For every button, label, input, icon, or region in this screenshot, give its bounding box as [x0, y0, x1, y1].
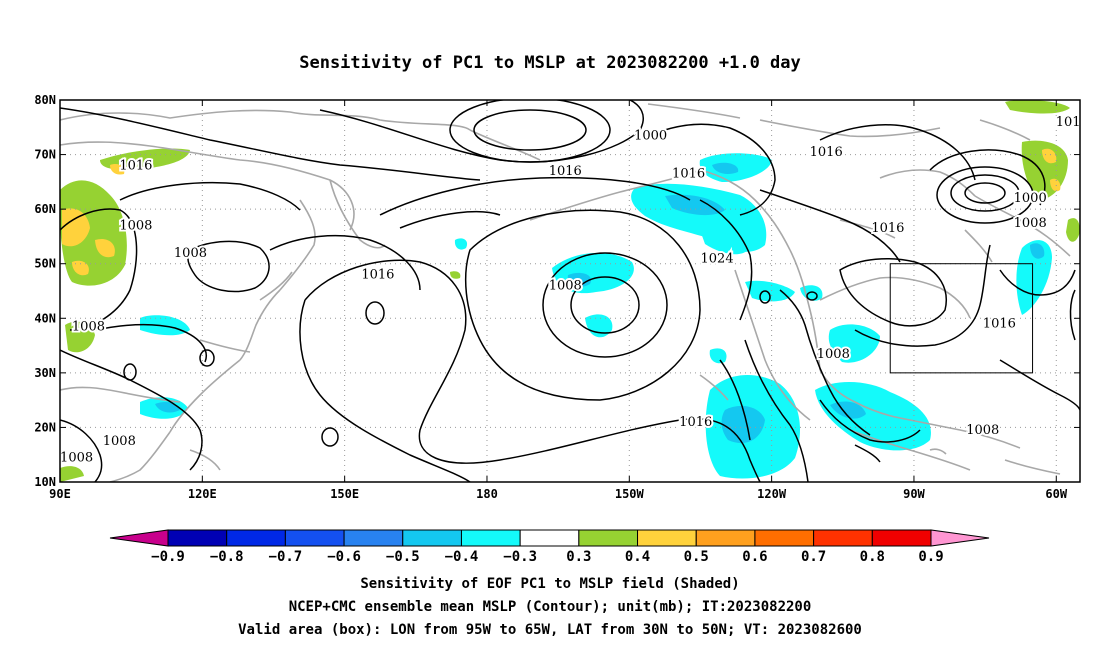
colorbar-label: 0.5	[684, 549, 709, 565]
latitude-label: 30N	[34, 366, 56, 380]
colorbar-label: 0.6	[742, 549, 767, 565]
contour-label-layer: 1000 1016 1016 1016 1016 1016 1000 1008 1008 1008…	[60, 113, 1081, 468]
colorbar-swatch	[167, 529, 228, 547]
contour-label: 1008	[174, 246, 207, 261]
latitude-label: 10N	[34, 475, 56, 489]
contour-label: 1016	[549, 164, 582, 179]
contour-label: 1016	[679, 415, 712, 430]
colorbar-swatch	[813, 529, 873, 547]
latitude-label: 60N	[34, 202, 56, 216]
contour-label: 1024	[701, 251, 734, 266]
longitude-label: 120E	[188, 487, 217, 501]
contour-label: 1008	[817, 347, 850, 362]
caption-line-2: NCEP+CMC ensemble mean MSLP (Contour); u…	[289, 599, 812, 615]
sensitivity-shading	[60, 100, 1080, 482]
contour-label: 1016	[119, 158, 152, 173]
latitude-label: 50N	[34, 257, 56, 271]
latitude-label: 20N	[34, 420, 56, 434]
latitude-label: 40N	[34, 311, 56, 325]
longitude-label: 150E	[330, 487, 359, 501]
longitude-label: 120W	[757, 487, 787, 501]
contour-label: 1000	[1014, 191, 1047, 206]
colorbar-label: −0.8	[210, 549, 244, 565]
longitude-label: 180	[476, 487, 498, 501]
map-frame	[59, 99, 1081, 483]
contour-label: 1016	[810, 145, 843, 160]
caption-line-1: Sensitivity of EOF PC1 to MSLP field (Sh…	[360, 576, 739, 592]
colorbar-swatch	[402, 529, 462, 547]
colorbar-swatch	[343, 529, 404, 547]
colorbar-swatch	[519, 529, 580, 547]
map-panel: 1000 1016 1016 1016 1016 1016 1000 1008 1008 1008…	[34, 93, 1081, 501]
contour-label: 1016	[871, 221, 904, 236]
colorbar-swatch	[754, 529, 815, 547]
colorbar-label: 0.7	[801, 549, 826, 565]
contour-label: 1016	[983, 317, 1016, 332]
colorbar-over-arrow	[930, 529, 990, 547]
contour-label: 1016	[672, 167, 705, 182]
longitude-labels: 90E 120E 150E 180 150W 120W 90W 60W	[49, 487, 1068, 501]
colorbar-label: −0.3	[503, 549, 537, 565]
colorbar-swatch	[226, 529, 286, 547]
colorbar-label: 0.3	[566, 549, 591, 565]
contour-label: 1008	[1014, 216, 1047, 231]
coastlines	[60, 103, 1071, 482]
longitude-label: 60W	[1045, 487, 1067, 501]
colorbar-swatch	[637, 529, 697, 547]
contour-label: 1008	[103, 434, 136, 449]
contour-label: 1016	[361, 268, 394, 283]
longitude-label: 150W	[615, 487, 645, 501]
latitude-label: 80N	[34, 93, 56, 107]
colorbar-swatch	[578, 529, 639, 547]
contour-label: 101	[1056, 115, 1081, 130]
contour-label: 1000	[634, 128, 667, 143]
colorbar-swatch	[460, 529, 521, 547]
colorbar: −0.9 −0.8 −0.7 −0.6 −0.5 −0.4 −0.3 0.3 0.4 0.5 0.6…	[109, 529, 990, 565]
latitude-label: 70N	[34, 148, 56, 162]
longitude-label: 90W	[903, 487, 925, 501]
valid-area-box	[889, 263, 1034, 374]
colorbar-label: 0.9	[918, 549, 943, 565]
caption-line-3: Valid area (box): LON from 95W to 65W, L…	[238, 622, 862, 638]
colorbar-swatch	[695, 529, 756, 547]
contour-label: 1008	[549, 279, 582, 294]
contour-label: 1008	[60, 450, 93, 465]
colorbar-under-arrow	[109, 529, 169, 547]
contour-label: 1008	[966, 423, 999, 438]
colorbar-label: 0.4	[625, 549, 650, 565]
colorbar-label: 0.8	[860, 549, 885, 565]
longitude-label: 90E	[49, 487, 71, 501]
colorbar-label: −0.5	[386, 549, 420, 565]
colorbar-label: −0.7	[269, 549, 303, 565]
isobar-contours	[60, 100, 1080, 482]
colorbar-label: −0.4	[445, 549, 479, 565]
colorbar-swatch	[871, 529, 932, 547]
contour-label: 1008	[119, 219, 152, 234]
map-gridlines	[60, 100, 1080, 482]
map-axis-ticks	[59, 99, 1080, 483]
colorbar-label: −0.9	[151, 549, 185, 565]
figure-title: Sensitivity of PC1 to MSLP at 2023082200…	[299, 53, 801, 73]
colorbar-swatch	[284, 529, 345, 547]
latitude-labels: 80N 70N 60N 50N 40N 30N 20N 10N	[34, 93, 56, 489]
colorbar-label: −0.6	[327, 549, 361, 565]
contour-label: 1008	[72, 319, 105, 334]
